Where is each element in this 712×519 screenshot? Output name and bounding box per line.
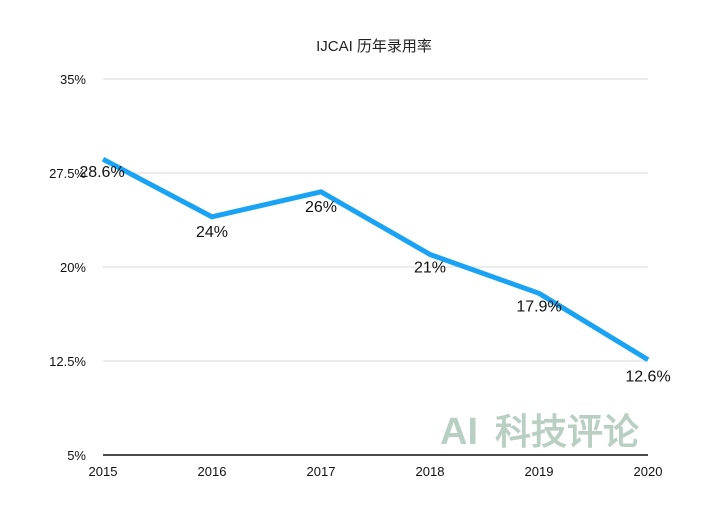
watermark-cn-text: 科技评论 (495, 411, 640, 452)
x-tick-label: 2017 (307, 464, 336, 479)
x-tick-label: 2016 (198, 464, 227, 479)
y-tick-labels: 5% 12.5% 20% 27.5% 35% (49, 72, 86, 463)
series-line (101, 157, 650, 362)
chart-title: IJCAI 历年录用率 (316, 38, 432, 55)
y-tick-label: 20% (60, 260, 86, 275)
watermark-ai-text: AI (440, 411, 478, 453)
x-tick-label: 2019 (525, 464, 554, 479)
x-tick-label: 2015 (89, 464, 118, 479)
x-tick-label: 2020 (634, 464, 663, 479)
data-label: 28.6% (79, 164, 124, 181)
watermark-logo: AI 科技评论 (440, 411, 640, 453)
y-tick-label: 5% (67, 448, 86, 463)
x-tick-labels: 2015 2016 2017 2018 2019 2020 (89, 464, 663, 479)
y-tick-label: 27.5% (49, 166, 86, 181)
x-tick-label: 2018 (416, 464, 445, 479)
series-layer (101, 157, 650, 362)
data-label: 24% (196, 224, 228, 241)
data-label: 26% (305, 199, 337, 216)
y-tick-label: 35% (60, 72, 86, 87)
data-label: 17.9% (516, 298, 561, 315)
data-labels: 28.6% 24% 26% 21% 17.9% 12.6% (79, 164, 670, 386)
data-label: 12.6% (625, 369, 670, 386)
y-tick-label: 12.5% (49, 354, 86, 369)
gridlines (103, 78, 648, 362)
data-label: 21% (414, 259, 446, 276)
